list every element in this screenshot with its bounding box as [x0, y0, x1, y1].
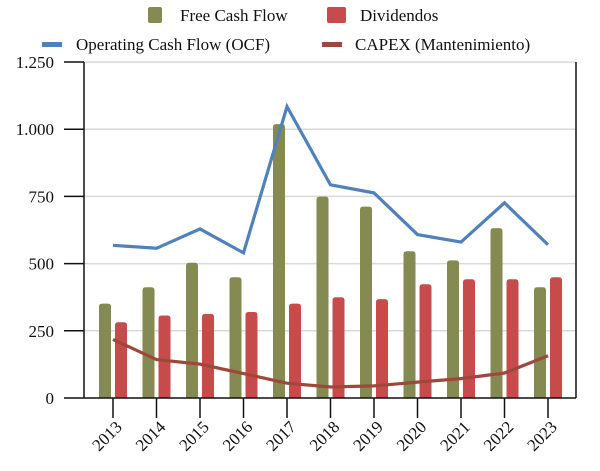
bar-dividendos-2018 [332, 297, 345, 398]
legend: Free Cash Flow Dividendos Operating Cash… [42, 6, 530, 54]
bar-fcf-2020 [403, 251, 416, 398]
y-tick-label-1250: 1.250 [16, 53, 54, 72]
x-tick-label-2019: 2019 [349, 417, 386, 454]
y-tick-label-250: 250 [29, 322, 55, 341]
legend-label-dividendos: Dividendos [360, 6, 438, 25]
legend-item-free-cash-flow: Free Cash Flow [148, 6, 288, 25]
bar-fcf-2023 [534, 287, 546, 398]
legend-item-capex: CAPEX (Mantenimiento) [322, 35, 530, 54]
bar-fcf-2016 [229, 277, 242, 398]
x-axis-ticks: 2013 2014 2015 2016 2017 2018 2019 2020 2021 2022… [88, 398, 561, 455]
bar-fcf-2013 [99, 303, 111, 398]
bar-dividendos-2022 [506, 279, 519, 398]
legend-item-ocf: Operating Cash Flow (OCF) [42, 35, 270, 54]
x-tick-label-2015: 2015 [175, 417, 212, 454]
bar-dividendos-2015 [202, 313, 214, 398]
x-tick-label-2017: 2017 [262, 417, 300, 455]
bar-dividendos-2016 [245, 311, 258, 398]
x-tick-label-2023: 2023 [523, 417, 560, 454]
legend-label-free-cash-flow: Free Cash Flow [180, 6, 288, 25]
x-tick-label-2013: 2013 [88, 417, 125, 454]
legend-swatch-capex [322, 42, 342, 47]
y-tick-label-500: 500 [29, 255, 55, 274]
x-tick-label-2016: 2016 [219, 417, 256, 454]
bar-dividendos-2021 [463, 279, 475, 398]
y-tick-label-750: 750 [29, 187, 55, 206]
y-axis-ticks: 0 250 500 750 1.000 1.250 [16, 53, 84, 408]
x-tick-label-2022: 2022 [480, 417, 517, 454]
legend-label-ocf: Operating Cash Flow (OCF) [76, 35, 270, 54]
y-tick-label-1000: 1.000 [16, 120, 54, 139]
bar-fcf-2017 [273, 124, 285, 398]
x-tick-label-2021: 2021 [436, 417, 473, 454]
bar-fcf-2022 [490, 228, 503, 398]
bars [99, 124, 562, 398]
bar-dividendos-2020 [419, 284, 432, 398]
bar-dividendos-2013 [115, 322, 127, 398]
bar-fcf-2018 [316, 196, 329, 398]
y-tick-label-0: 0 [46, 389, 55, 408]
bar-dividendos-2014 [158, 315, 171, 398]
bar-dividendos-2023 [550, 277, 562, 398]
bar-dividendos-2017 [289, 303, 301, 398]
bar-fcf-2014 [142, 287, 155, 398]
legend-label-capex: CAPEX (Mantenimiento) [355, 35, 530, 54]
line-capex [112, 337, 549, 389]
x-tick-label-2020: 2020 [393, 417, 430, 454]
bar-fcf-2015 [186, 262, 198, 398]
bar-fcf-2021 [447, 260, 459, 398]
lines [112, 102, 550, 389]
legend-item-dividendos: Dividendos [327, 6, 438, 25]
legend-swatch-ocf [42, 42, 62, 47]
bar-dividendos-2019 [376, 299, 388, 398]
legend-swatch-free-cash-flow [148, 7, 162, 23]
x-tick-label-2014: 2014 [132, 417, 170, 455]
bar-fcf-2019 [360, 206, 372, 398]
x-tick-label-2018: 2018 [306, 417, 343, 454]
legend-swatch-dividendos [327, 7, 346, 23]
